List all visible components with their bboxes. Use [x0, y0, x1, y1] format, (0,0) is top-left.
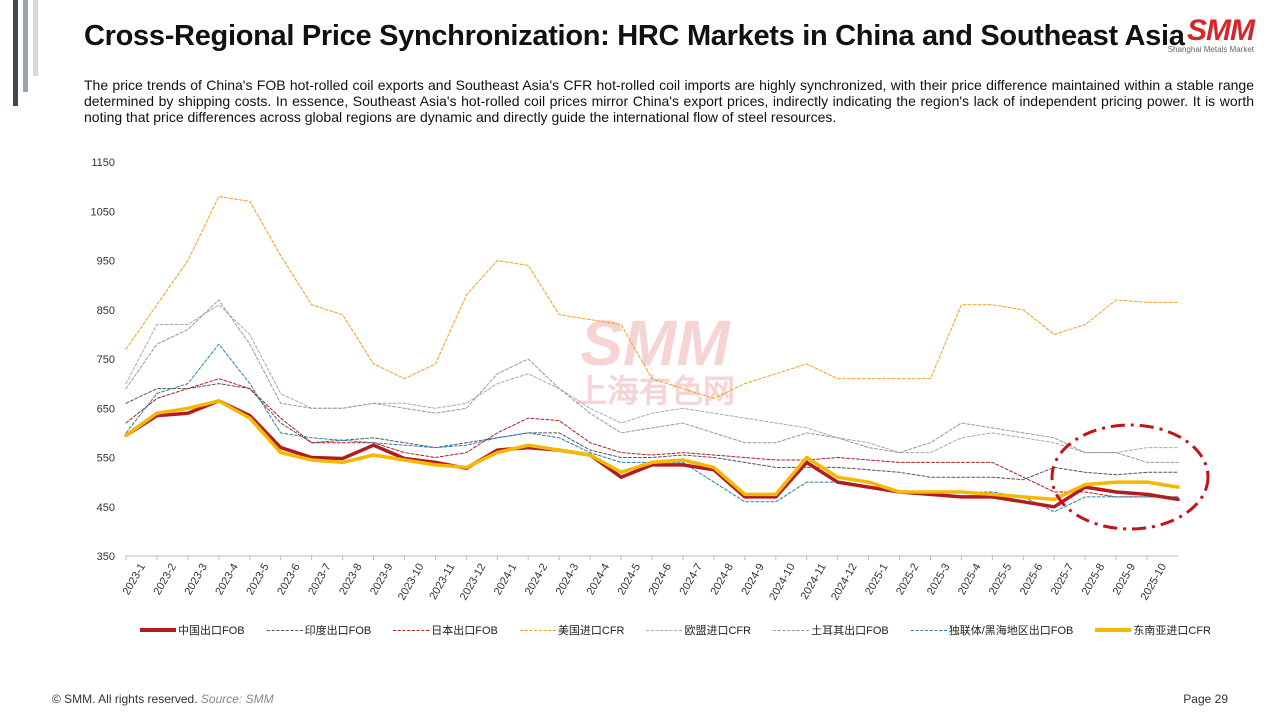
y-tick-label: 1150 [91, 157, 115, 169]
series-line-7 [124, 399, 1180, 502]
legend-item: 土耳其出口FOB [773, 622, 889, 638]
x-tick-label: 2023-1 [121, 562, 149, 598]
legend-swatch [1095, 628, 1132, 632]
y-tick-label: 950 [97, 256, 115, 268]
x-tick-label: 2025-5 [987, 561, 1015, 597]
legend-swatch [773, 629, 810, 631]
legend-swatch [140, 628, 176, 632]
legend-item: 印度出口FOB [266, 622, 372, 638]
x-tick-label: 2023-9 [368, 562, 396, 598]
x-tick-label: 2025-1 [863, 562, 891, 598]
accent-bar-dark [13, 0, 18, 106]
x-tick-label: 2024-6 [647, 562, 675, 598]
x-tick-label: 2023-4 [213, 562, 241, 598]
series-line-2 [125, 378, 1179, 498]
legend-swatch [266, 629, 303, 631]
x-tick-label: 2023-7 [306, 562, 334, 598]
y-tick-label: 550 [97, 453, 115, 465]
x-tick-label: 2023-5 [244, 562, 272, 598]
legend-label: 美国进口CFR [557, 625, 625, 637]
x-tick-label: 2024-10 [767, 562, 798, 603]
legend-label: 独联体/黑海地区出口FOB [948, 625, 1074, 637]
x-tick-label: 2024-1 [492, 562, 520, 598]
series-line-5 [125, 299, 1179, 463]
x-tick-label: 2024-11 [799, 562, 829, 602]
x-tick-label: 2024-9 [739, 562, 767, 598]
legend-label: 土耳其出口FOB [811, 625, 889, 637]
highlight-ellipse [1050, 423, 1210, 531]
description-paragraph: The price trends of China's FOB hot-roll… [84, 77, 1254, 125]
x-tick-label: 2025-2 [894, 562, 922, 598]
x-tick-label: 2024-4 [585, 562, 613, 598]
series-line-1 [125, 383, 1179, 481]
legend-label: 印度出口FOB [304, 625, 372, 637]
accent-bar-light [33, 0, 38, 76]
x-tick-label: 2024-3 [554, 562, 582, 598]
y-tick-label: 1050 [91, 206, 115, 218]
x-tick-label: 2024-8 [708, 562, 736, 598]
legend-label: 中国出口FOB [178, 625, 245, 637]
smm-logo: SMM Shanghai Metals Market [1167, 14, 1255, 55]
x-tick-label: 2025-6 [1018, 562, 1046, 598]
x-tick-label: 2023-10 [396, 562, 427, 603]
x-tick-label: 2023-3 [182, 562, 210, 598]
x-tick-label: 2025-3 [925, 562, 953, 598]
legend-swatch [910, 629, 947, 631]
legend-label: 欧盟进口CFR [684, 625, 752, 637]
watermark-subtext: 上海有色网 [575, 372, 735, 410]
x-tick-label: 2023-11 [427, 562, 457, 602]
legend-item: 中国出口FOB [140, 622, 245, 638]
x-tick-label: 2024-12 [829, 562, 860, 603]
legend-item: 日本出口FOB [393, 622, 498, 638]
legend-swatch [393, 629, 430, 631]
legend-item: 美国进口CFR [519, 622, 625, 638]
series-line-4 [125, 304, 1179, 454]
x-tick-label: 2025-8 [1080, 562, 1108, 598]
legend-swatch [519, 629, 556, 631]
legend-item: 东南亚进口CFR [1095, 622, 1211, 638]
x-tick-label: 2025-7 [1049, 562, 1077, 598]
accent-bar-mid [23, 0, 28, 92]
x-tick-label: 2023-12 [458, 562, 489, 603]
x-tick-label: 2024-5 [616, 562, 644, 598]
y-tick-label: 850 [97, 305, 115, 317]
logo-text: SMM [1187, 14, 1255, 47]
x-tick-label: 2025-9 [1111, 562, 1139, 598]
x-tick-label: 2023-2 [151, 562, 179, 598]
page-title: Cross-Regional Price Synchronization: HR… [84, 20, 1185, 52]
legend-item: 欧盟进口CFR [646, 622, 751, 638]
y-tick-label: 750 [97, 354, 115, 366]
footer-copyright: © SMM. All rights reserved. Source: SMM [52, 692, 274, 706]
y-tick-label: 650 [97, 403, 115, 415]
legend-swatch [646, 629, 683, 631]
x-tick-label: 2023-8 [337, 562, 365, 598]
series-line-0 [124, 399, 1180, 509]
copyright-text: © SMM. All rights reserved. [52, 692, 198, 706]
x-tick-label: 2024-2 [523, 562, 551, 598]
source-text: Source: SMM [200, 692, 274, 706]
y-tick-label: 350 [97, 551, 115, 563]
watermark-text: SMM [580, 307, 731, 379]
legend-label: 日本出口FOB [431, 625, 498, 637]
chart-legend: 中国出口FOB 印度出口FOB 日本出口FOB 美国进口CFR 欧盟进口CFR 土耳其出口… [140, 622, 1233, 638]
x-tick-label: 2024-7 [677, 562, 705, 598]
x-tick-label: 2023-6 [275, 562, 303, 598]
legend-label: 东南亚进口CFR [1133, 625, 1211, 637]
page-number: Page 29 [1183, 692, 1228, 706]
y-tick-label: 450 [97, 502, 115, 514]
legend-item: 独联体/黑海地区出口FOB [910, 622, 1074, 638]
x-tick-label: 2025-10 [1139, 562, 1170, 603]
series-line-3 [125, 196, 1179, 399]
x-tick-label: 2025-4 [956, 562, 984, 598]
logo-subtitle: Shanghai Metals Market [1167, 45, 1254, 54]
